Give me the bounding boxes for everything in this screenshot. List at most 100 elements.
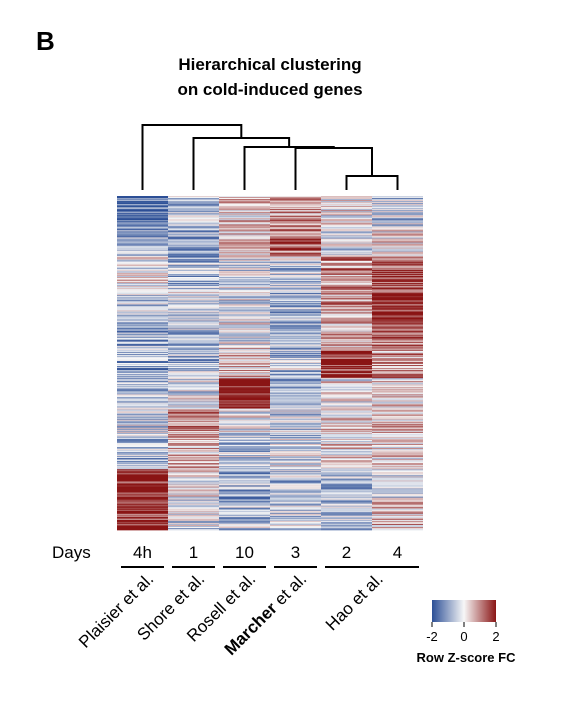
heatmap-cell <box>117 376 168 378</box>
heatmap-cell <box>372 451 423 453</box>
heatmap-cell <box>168 280 219 282</box>
heatmap-cell <box>321 448 372 450</box>
heatmap-cell <box>219 512 270 515</box>
heatmap-cell <box>117 507 168 510</box>
heatmap-cell <box>321 451 372 453</box>
heatmap-cell <box>168 257 219 260</box>
heatmap-cell <box>321 223 372 225</box>
heatmap-cell <box>321 455 372 457</box>
heatmap-cell <box>117 314 168 316</box>
heatmap-cell <box>372 196 423 198</box>
heatmap-cell <box>270 344 321 347</box>
heatmap-cell <box>372 306 423 308</box>
heatmap-cell <box>270 453 321 455</box>
heatmap-cell <box>117 243 168 245</box>
heatmap-cell <box>117 450 168 452</box>
heatmap-cell <box>270 224 321 226</box>
heatmap-cell <box>321 411 372 413</box>
heatmap-cell <box>372 239 423 241</box>
heatmap-cell <box>219 222 270 224</box>
heatmap-cell <box>117 262 168 265</box>
heatmap-cell <box>168 429 219 432</box>
heatmap-cell <box>372 203 423 205</box>
heatmap-cell <box>168 504 219 507</box>
heatmap-cell <box>321 470 372 472</box>
heatmap-cell <box>270 386 321 388</box>
heatmap-cell <box>270 205 321 207</box>
heatmap-cell <box>372 351 423 354</box>
heatmap-cell <box>321 373 372 375</box>
heatmap-cell <box>117 505 168 508</box>
heatmap-cell <box>219 444 270 447</box>
heatmap-cell <box>168 271 219 274</box>
heatmap-cell <box>168 313 219 315</box>
heatmap-cell <box>117 416 168 418</box>
heatmap-cell <box>372 355 423 358</box>
heatmap-cell <box>321 506 372 509</box>
heatmap-cell <box>117 417 168 420</box>
heatmap-cell <box>372 414 423 416</box>
heatmap-cell <box>321 290 372 292</box>
heatmap-cell <box>168 345 219 348</box>
heatmap-cell <box>270 308 321 310</box>
heatmap-cell <box>321 299 372 301</box>
heatmap-cell <box>321 368 372 370</box>
heatmap-cell <box>219 326 270 328</box>
heatmap-cell <box>117 442 168 445</box>
heatmap-cell <box>270 416 321 418</box>
heatmap-cell <box>372 339 423 342</box>
heatmap-cell <box>372 201 423 203</box>
heatmap-cell <box>372 250 423 253</box>
heatmap-cell <box>270 507 321 510</box>
heatmap-cell <box>321 429 372 432</box>
heatmap-cell <box>168 493 219 495</box>
heatmap-cell <box>321 377 372 379</box>
heatmap-cell <box>372 296 423 298</box>
heatmap-cell <box>117 502 168 505</box>
heatmap-cell <box>219 476 270 478</box>
heatmap-cell <box>270 422 321 425</box>
heatmap-cell <box>270 361 321 364</box>
heatmap-cell <box>321 522 372 525</box>
heatmap-cell <box>219 256 270 259</box>
heatmap-cell <box>270 363 321 365</box>
heatmap-cell <box>168 199 219 201</box>
heatmap-cell <box>117 274 168 277</box>
heatmap-cell <box>372 439 423 442</box>
heatmap-cell <box>219 517 270 520</box>
heatmap-cell <box>372 422 423 425</box>
heatmap-cell <box>117 368 168 370</box>
heatmap-cell <box>168 227 219 229</box>
heatmap-cell <box>117 414 168 416</box>
heatmap-cell <box>270 228 321 230</box>
heatmap-cell <box>270 255 321 258</box>
heatmap-cell <box>270 323 321 325</box>
heatmap-cell <box>168 268 219 271</box>
heatmap-cell <box>219 257 270 260</box>
heatmap-cell <box>168 324 219 326</box>
heatmap-cell <box>117 373 168 375</box>
heatmap-cell <box>372 346 423 349</box>
heatmap-cell <box>117 500 168 503</box>
heatmap-cell <box>117 370 168 372</box>
heatmap-cell <box>372 319 423 321</box>
heatmap-cell <box>219 330 270 332</box>
heatmap-cell <box>168 381 219 383</box>
heatmap-cell <box>270 430 321 433</box>
heatmap-cell <box>372 432 423 435</box>
heatmap-cell <box>372 381 423 383</box>
heatmap-cell <box>372 382 423 384</box>
heatmap-cell <box>321 305 372 307</box>
heatmap-cell <box>219 400 270 402</box>
heatmap-cell <box>219 468 270 470</box>
heatmap-cell <box>219 508 270 511</box>
heatmap-cell <box>117 485 168 487</box>
heatmap-cell <box>372 216 423 218</box>
heatmap-cell <box>372 391 423 393</box>
heatmap-cell <box>372 288 423 290</box>
heatmap-cell <box>321 302 372 304</box>
heatmap-cell <box>372 388 423 390</box>
heatmap-cell <box>321 216 372 218</box>
heatmap-cell <box>168 475 219 477</box>
heatmap-cell <box>219 249 270 251</box>
